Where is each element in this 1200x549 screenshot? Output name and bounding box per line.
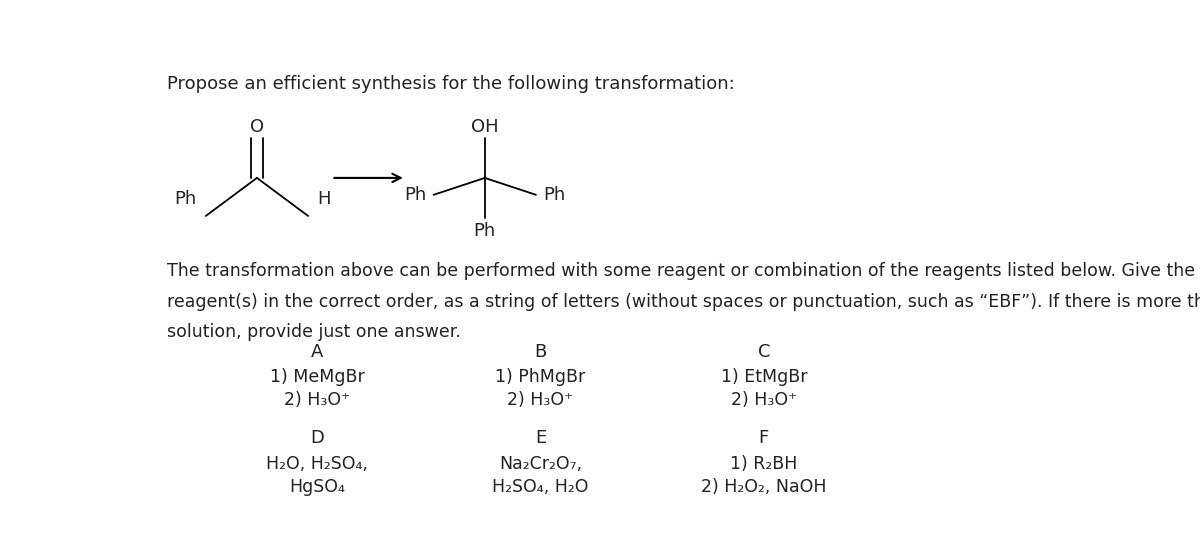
Text: Ph: Ph	[174, 190, 197, 208]
Text: HgSO₄: HgSO₄	[289, 478, 346, 496]
Text: Ph: Ph	[474, 222, 496, 240]
Text: H₂O, H₂SO₄,: H₂O, H₂SO₄,	[266, 455, 368, 473]
Text: 2) H₂O₂, NaOH: 2) H₂O₂, NaOH	[701, 478, 827, 496]
Text: Na₂Cr₂O₇,: Na₂Cr₂O₇,	[499, 455, 582, 473]
Text: OH: OH	[470, 117, 499, 136]
Text: The transformation above can be performed with some reagent or combination of th: The transformation above can be performe…	[167, 262, 1200, 281]
Text: 2) H₃O⁺: 2) H₃O⁺	[731, 391, 797, 410]
Text: E: E	[535, 429, 546, 447]
Text: 2) H₃O⁺: 2) H₃O⁺	[508, 391, 574, 410]
Text: Ph: Ph	[404, 186, 426, 204]
Text: solution, provide just one answer.: solution, provide just one answer.	[167, 323, 461, 341]
Text: 1) MeMgBr: 1) MeMgBr	[270, 368, 365, 386]
Text: H₂SO₄, H₂O: H₂SO₄, H₂O	[492, 478, 589, 496]
Text: D: D	[311, 429, 324, 447]
Text: 1) EtMgBr: 1) EtMgBr	[720, 368, 808, 386]
Text: 1) PhMgBr: 1) PhMgBr	[496, 368, 586, 386]
Text: Propose an efficient synthesis for the following transformation:: Propose an efficient synthesis for the f…	[167, 75, 734, 93]
Text: 2) H₃O⁺: 2) H₃O⁺	[284, 391, 350, 410]
Text: reagent(s) in the correct order, as a string of letters (without spaces or punct: reagent(s) in the correct order, as a st…	[167, 293, 1200, 311]
Text: C: C	[757, 343, 770, 361]
Text: F: F	[758, 429, 769, 447]
Text: H: H	[317, 190, 331, 208]
Text: O: O	[250, 117, 264, 136]
Text: 1) R₂BH: 1) R₂BH	[730, 455, 798, 473]
Text: A: A	[311, 343, 324, 361]
Text: Ph: Ph	[544, 186, 565, 204]
Text: B: B	[534, 343, 547, 361]
